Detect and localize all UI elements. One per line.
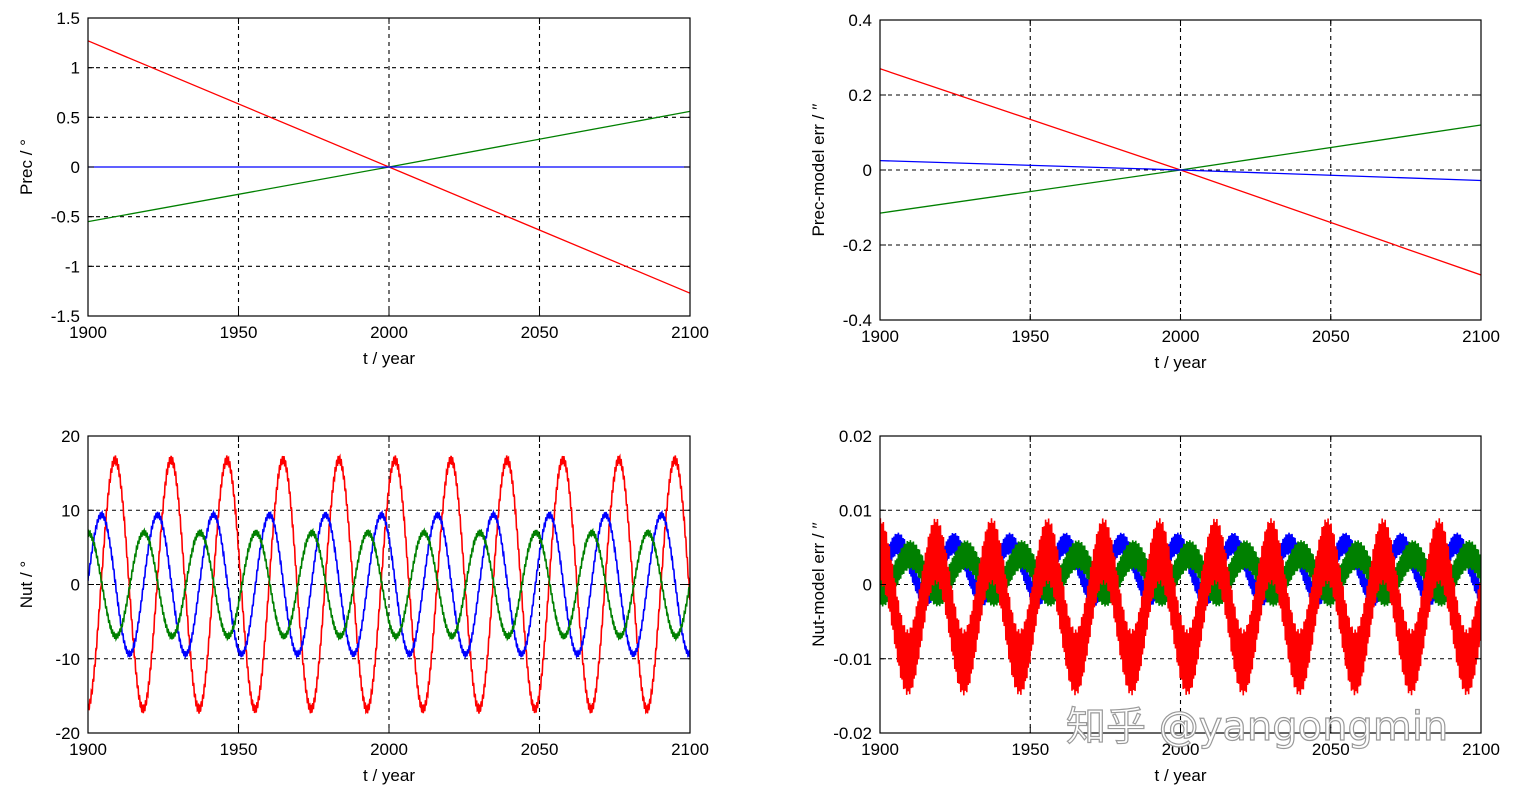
y-tick-label: -0.5 [51,208,80,227]
series-group [88,453,690,715]
y-tick-label: -1 [65,257,80,276]
x-tick-label: 1950 [1011,740,1049,759]
x-tick-label: 2100 [671,323,709,342]
y-tick-label: 0.2 [848,86,872,105]
y-tick-label: -1.5 [51,307,80,326]
x-tick-label: 2050 [521,740,559,759]
x-tick-label: 2100 [1462,327,1500,346]
nut-model-err-chart: 1900 1950 2000 2050 2100 -0.02 -0.01 0 0.01 0.02 t… [809,427,1500,785]
y-axis-label: Nut / ° [17,561,36,608]
y-tick-label: -0.2 [843,236,872,255]
x-tick-label: 2000 [1162,327,1200,346]
series-line-2 [88,527,690,643]
x-tick-label: 2050 [1312,327,1350,346]
series-line-2 [880,159,1481,182]
x-tick-label: 2100 [671,740,709,759]
y-tick-label: 0.02 [839,427,872,446]
x-tick-label: 1900 [69,323,107,342]
y-axis-label: Nut-model err / ′′ [809,522,828,646]
x-tick-label: 1900 [861,327,899,346]
x-axis-label: t / year [1155,766,1207,785]
nut-chart: 1900 1950 2000 2050 2100 -20 -10 0 10 20 t / year N… [17,427,709,785]
x-axis-label: t / year [1155,353,1207,372]
y-tick-label: 1.5 [56,9,80,28]
y-tick-label: 0 [863,161,872,180]
y-axis-label: Prec-model err / ′′ [809,104,828,237]
x-tick-label: 2000 [1162,740,1200,759]
x-tick-label: 2100 [1462,740,1500,759]
y-tick-label: -20 [55,724,80,743]
y-tick-label: 0.5 [56,108,80,127]
x-axis-label: t / year [363,349,415,368]
series-line-2 [880,518,1481,696]
series-group [88,40,690,294]
y-tick-label: -0.02 [833,724,872,743]
x-tick-label: 2000 [370,740,408,759]
y-tick-label: -0.4 [843,311,872,330]
y-tick-label: 1 [71,59,80,78]
y-tick-label: 0 [863,576,872,595]
series-group [880,518,1481,696]
series-line-1 [88,509,690,660]
x-tick-label: 2050 [521,323,559,342]
x-tick-label: 1900 [861,740,899,759]
y-tick-label: 0.01 [839,501,872,520]
y-tick-label: 0 [71,576,80,595]
prec-model-err-chart: 1900 1950 2000 2050 2100 -0.4 -0.2 0 0.2 0.4 t / y… [809,11,1500,372]
x-tick-label: 1900 [69,740,107,759]
y-tick-label: -10 [55,650,80,669]
y-tick-label: -0.01 [833,650,872,669]
x-tick-label: 1950 [1011,327,1049,346]
x-axis-label: t / year [363,766,415,785]
x-tick-label: 1950 [220,740,258,759]
x-tick-label: 2000 [370,323,408,342]
y-tick-label: 0 [71,158,80,177]
x-tick-label: 1950 [220,323,258,342]
watermark: 知乎 @yangongmin [1066,704,1448,750]
y-tick-label: 0.4 [848,11,872,30]
y-tick-label: 20 [61,427,80,446]
y-axis-label: Prec / ° [17,139,36,195]
y-tick-label: 10 [61,501,80,520]
series-line-0 [88,453,690,715]
x-tick-label: 2050 [1312,740,1350,759]
prec-chart: 1900 1950 2000 2050 2100 -1.5 -1 -0.5 0 0.5 1 1.5 t … [17,9,709,368]
series-group [880,68,1481,276]
